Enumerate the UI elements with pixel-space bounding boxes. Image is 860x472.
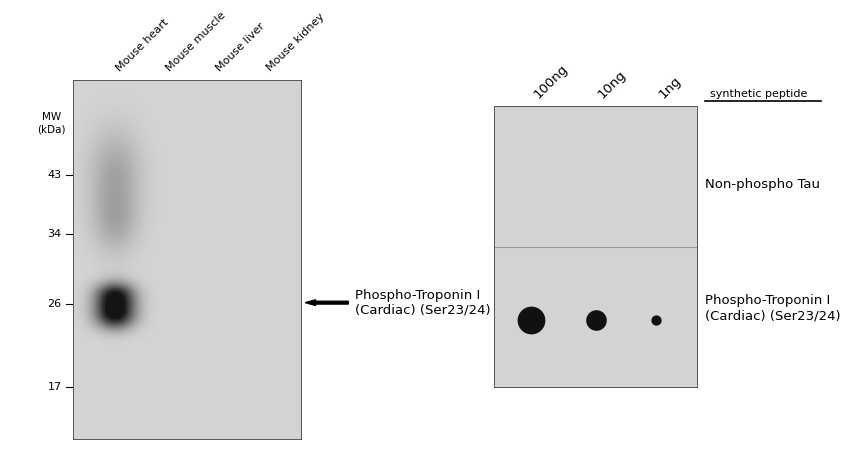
Point	[588, 316, 602, 323]
Text: Phospho-Troponin I
(Cardiac) (Ser23/24): Phospho-Troponin I (Cardiac) (Ser23/24)	[705, 295, 841, 322]
Text: Phospho-Troponin I
(Cardiac) (Ser23/24): Phospho-Troponin I (Cardiac) (Ser23/24)	[355, 289, 491, 317]
Text: Mouse heart: Mouse heart	[114, 17, 170, 73]
Text: MW
(kDa): MW (kDa)	[37, 112, 66, 134]
Point	[524, 316, 538, 323]
Text: synthetic peptide: synthetic peptide	[710, 89, 807, 99]
Text: Mouse kidney: Mouse kidney	[265, 11, 326, 73]
Text: 1ng: 1ng	[656, 73, 684, 101]
Text: 26: 26	[47, 299, 62, 310]
Text: 10ng: 10ng	[595, 67, 629, 101]
Text: Non-phospho Tau: Non-phospho Tau	[705, 178, 820, 191]
Text: 100ng: 100ng	[531, 61, 570, 101]
Text: 34: 34	[47, 229, 62, 239]
Point	[649, 316, 663, 323]
Text: 43: 43	[47, 170, 62, 180]
Text: Mouse liver: Mouse liver	[214, 21, 267, 73]
Text: 17: 17	[47, 382, 62, 392]
Text: Mouse muscle: Mouse muscle	[164, 10, 228, 73]
